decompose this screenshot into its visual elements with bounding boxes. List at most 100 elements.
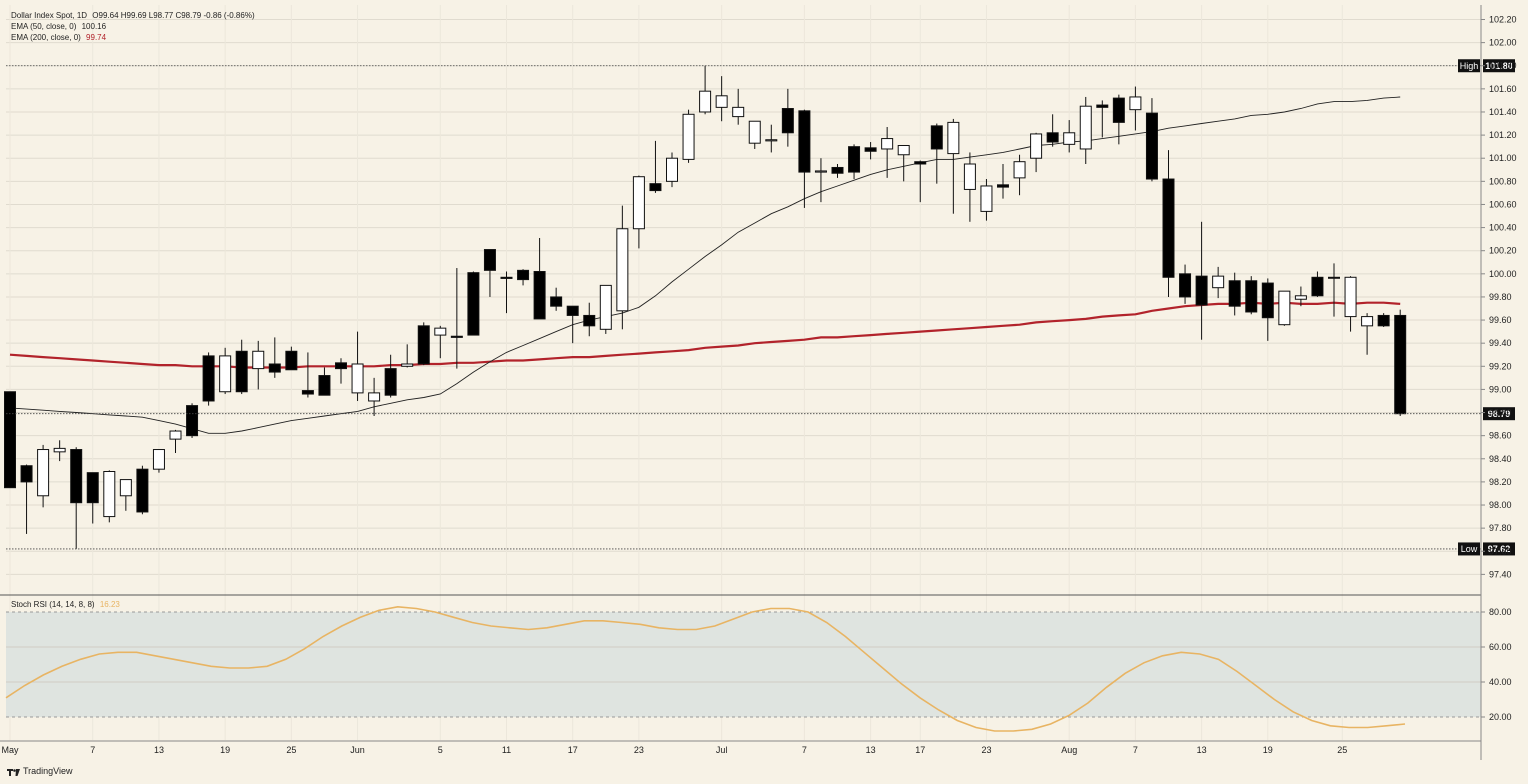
price-tick-label: 101.80: [1489, 61, 1517, 71]
candle-up-body: [53, 447, 66, 453]
candle-up-body: [401, 363, 414, 367]
price-tick-label: 98.20: [1489, 477, 1512, 487]
candle-down-body: [1377, 314, 1390, 327]
time-tick-label: 13: [154, 745, 164, 755]
time-tick-label: 17: [915, 745, 925, 755]
candle: [1195, 221, 1208, 340]
candle: [814, 158, 827, 203]
ema200-value: 99.74: [86, 33, 107, 42]
candle-up-body: [152, 449, 165, 470]
time-tick-label: May: [1, 745, 19, 755]
candle-up-body: [169, 430, 182, 440]
candle: [1261, 278, 1274, 341]
candle: [1377, 313, 1390, 327]
candle-down-body: [301, 390, 314, 395]
ohlc-values: O99.64 H99.69 L98.77 C98.79 -0.86 (-0.86…: [92, 11, 255, 20]
candle: [483, 249, 496, 297]
candle-up-body: [715, 95, 728, 108]
stoch-tick-label: 60.00: [1489, 642, 1512, 652]
time-tick-label: Aug: [1061, 745, 1077, 755]
candle: [335, 358, 347, 384]
candle-down-body: [86, 472, 99, 504]
time-tick-label: 13: [1197, 745, 1207, 755]
candle-up-body: [616, 228, 629, 312]
candle-up-body: [765, 139, 778, 142]
candle: [666, 152, 678, 188]
candle: [963, 152, 976, 222]
candle-up-body: [980, 185, 993, 212]
candle-down-body: [649, 183, 662, 192]
candle: [1112, 94, 1125, 145]
candle-down-body: [500, 276, 513, 279]
candle: [20, 464, 33, 534]
candle-up-body: [666, 157, 678, 182]
price-tick-label: 101.40: [1489, 107, 1517, 117]
high-value-box: [1483, 59, 1515, 73]
candle-down-body: [318, 375, 331, 396]
candle: [715, 76, 728, 122]
last-value-box: [1483, 407, 1515, 421]
candle-up-body: [881, 138, 894, 150]
candle: [930, 123, 943, 184]
candle: [1344, 276, 1357, 332]
candle: [202, 352, 215, 406]
tradingview-logo[interactable]: TradingView: [7, 766, 73, 776]
price-tick-label: 97.60: [1489, 546, 1512, 556]
low-tag-box: [1458, 542, 1480, 556]
ema50-value: 100.16: [81, 22, 107, 31]
candle: [351, 331, 364, 401]
candle: [417, 322, 430, 366]
symbol-legend: Dollar Index Spot, 1D O99.64 H99.69 L98.…: [11, 11, 255, 20]
candle: [53, 440, 66, 462]
candle: [599, 284, 612, 334]
price-tick-label: 97.80: [1489, 523, 1512, 533]
candle-up-body: [252, 350, 265, 370]
candle: [781, 88, 794, 147]
price-tick-label: 98.40: [1489, 454, 1512, 464]
stoch-tick-label: 80.00: [1489, 607, 1512, 617]
price-tick-label: 98.80: [1489, 408, 1512, 418]
stoch-rsi-pane: 20.00 40.00 60.00 80.00: [5, 605, 1512, 732]
candle-down-body: [1112, 97, 1125, 123]
candle-down-body: [335, 362, 347, 370]
price-tick-label: 100.20: [1489, 246, 1517, 256]
candle-down-body: [450, 335, 463, 338]
candle: [1179, 264, 1192, 304]
candle-up-body: [119, 479, 132, 497]
time-tick-label: 17: [568, 745, 578, 755]
candle-down-body: [566, 305, 579, 316]
time-tick-label: 23: [981, 745, 991, 755]
candle: [37, 444, 50, 508]
high-tag-label: High: [1460, 61, 1479, 71]
ema50-path: [9, 96, 1401, 434]
candle-down-body: [533, 271, 546, 320]
candle-down-body: [848, 146, 861, 173]
candle-down-body: [997, 184, 1009, 188]
candle-down-body: [1311, 276, 1324, 297]
candle: [318, 367, 331, 396]
price-tick-label: 102.00: [1489, 38, 1517, 48]
price-tick-label: 100.00: [1489, 269, 1517, 279]
candle-up-body: [1063, 132, 1076, 145]
candle-down-body: [583, 314, 596, 327]
time-tick-label: 11: [502, 745, 511, 755]
time-axis[interactable]: May 7 13 19 25 Jun 5 11 17 23 Jul 7 13 17 23 Aug 7 13 19 25: [0, 740, 1481, 755]
candle: [169, 429, 182, 453]
candle: [1013, 154, 1026, 196]
price-tick-label: 99.00: [1489, 384, 1512, 394]
candle-up-body: [37, 449, 50, 497]
candle: [616, 205, 629, 330]
candle-down-body: [186, 405, 199, 437]
ema50-line: [9, 96, 1401, 434]
candle-down-body: [798, 110, 811, 173]
candlesticks: [4, 65, 1407, 549]
stoch-tick-label: 40.00: [1489, 677, 1512, 687]
price-axis[interactable]: 97.40 97.60 97.80 98.00 98.20 98.40 98.60 98.80…: [1480, 5, 1517, 760]
ema50-legend: EMA (50, close, 0) 100.16: [11, 22, 106, 31]
time-tick-label: 7: [90, 745, 95, 755]
candle: [848, 144, 861, 180]
time-tick-label: 23: [634, 745, 644, 755]
ema50-label: EMA (50, close, 0): [11, 22, 77, 31]
candle-down-body: [467, 272, 480, 336]
